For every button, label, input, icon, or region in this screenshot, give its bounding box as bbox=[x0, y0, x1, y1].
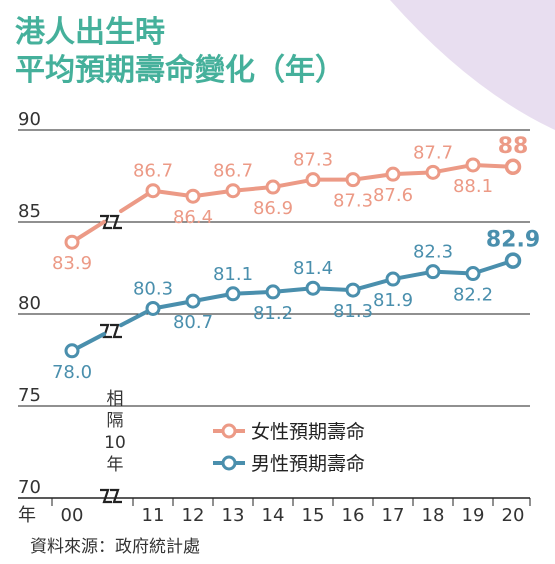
data-label: 87.3 bbox=[333, 191, 373, 212]
y-axis-ticks: 70 75 80 85 90 bbox=[18, 109, 41, 498]
source-note: 資料來源：政府統計處 bbox=[30, 537, 200, 557]
data-point bbox=[225, 286, 241, 302]
data-point bbox=[265, 284, 281, 300]
axis-break-note-char: 10 bbox=[104, 433, 126, 453]
x-tick-label: 18 bbox=[422, 505, 445, 526]
data-point bbox=[145, 183, 161, 199]
x-tick-label: 19 bbox=[462, 505, 485, 526]
data-point bbox=[425, 164, 441, 180]
data-label: 81.9 bbox=[373, 290, 413, 311]
x-tick-label: 17 bbox=[382, 505, 405, 526]
data-label: 78.0 bbox=[52, 362, 92, 383]
data-point bbox=[425, 264, 441, 280]
data-label: 83.9 bbox=[52, 253, 92, 274]
legend-marker bbox=[221, 455, 237, 471]
data-point bbox=[504, 252, 522, 269]
data-label: 87.3 bbox=[293, 150, 333, 171]
break-mark bbox=[110, 323, 122, 339]
y-tick-label: 85 bbox=[18, 201, 41, 222]
data-point bbox=[64, 343, 80, 359]
break-mark bbox=[100, 488, 112, 504]
data-label: 87.7 bbox=[413, 142, 453, 163]
x-tick-label: 14 bbox=[262, 505, 285, 526]
data-label: 87.6 bbox=[373, 185, 413, 206]
data-point bbox=[225, 183, 241, 199]
data-label: 82.9 bbox=[486, 228, 540, 253]
title-line: 平均預期壽命變化（年） bbox=[15, 53, 345, 88]
data-point bbox=[345, 172, 361, 188]
data-label: 86.4 bbox=[173, 207, 213, 228]
y-tick-label: 80 bbox=[18, 293, 41, 314]
data-point bbox=[145, 300, 161, 316]
data-point bbox=[185, 293, 201, 309]
x-tick-label: 15 bbox=[302, 505, 325, 526]
series-layer: 83.986.786.486.786.987.387.3 87.687.788.1… bbox=[52, 134, 540, 383]
data-label: 86.7 bbox=[213, 161, 253, 182]
data-label: 82.3 bbox=[413, 242, 453, 263]
x-tick-label: 11 bbox=[142, 505, 165, 526]
data-label: 86.9 bbox=[253, 198, 293, 219]
legend-label: 女性預期壽命 bbox=[251, 421, 365, 443]
data-label: 81.1 bbox=[213, 264, 253, 285]
axis-break-note-char: 年 bbox=[107, 455, 124, 475]
x-tick-label: 00 bbox=[61, 505, 84, 526]
x-tick-label: 12 bbox=[182, 505, 205, 526]
x-tick-label: 16 bbox=[342, 505, 365, 526]
data-label: 88 bbox=[498, 134, 529, 159]
x-tick-label: 13 bbox=[222, 505, 245, 526]
data-point bbox=[185, 188, 201, 204]
data-label: 81.3 bbox=[333, 301, 373, 322]
break-mark bbox=[100, 323, 112, 339]
data-point bbox=[385, 166, 401, 182]
y-tick-label: 70 bbox=[18, 477, 41, 498]
data-label: 86.7 bbox=[133, 161, 173, 182]
corner-decoration bbox=[390, 0, 555, 130]
data-label: 80.3 bbox=[133, 278, 173, 299]
break-mark bbox=[110, 214, 122, 230]
data-point bbox=[345, 282, 361, 298]
data-point bbox=[504, 158, 522, 176]
break-mark bbox=[100, 214, 112, 230]
data-point bbox=[305, 172, 321, 188]
legend-marker bbox=[221, 423, 237, 439]
data-point bbox=[305, 280, 321, 296]
y-tick-label: 90 bbox=[18, 109, 41, 130]
break-mark bbox=[110, 488, 122, 504]
legend-label: 男性預期壽命 bbox=[251, 453, 365, 475]
data-label: 81.2 bbox=[253, 303, 293, 324]
y-tick-label: 75 bbox=[18, 385, 41, 406]
data-label: 80.7 bbox=[173, 312, 213, 333]
title-line: 港人出生時 bbox=[15, 15, 165, 50]
data-point bbox=[385, 271, 401, 287]
data-label: 81.4 bbox=[293, 258, 333, 279]
x-tick-label: 20 bbox=[502, 505, 525, 526]
x-axis: 年 00 11 12 13 14 15 16 17 18 19 20 bbox=[18, 498, 531, 526]
x-unit-label: 年 bbox=[18, 505, 36, 526]
data-point bbox=[465, 266, 481, 282]
data-label: 88.1 bbox=[453, 176, 493, 197]
data-point bbox=[265, 179, 281, 195]
data-point bbox=[465, 157, 481, 173]
data-label: 82.2 bbox=[453, 285, 493, 306]
axis-break-note-char: 隔 bbox=[107, 411, 124, 431]
axis-breaks bbox=[100, 214, 122, 504]
data-point bbox=[64, 234, 80, 250]
axis-break-note-char: 相 bbox=[107, 389, 124, 409]
